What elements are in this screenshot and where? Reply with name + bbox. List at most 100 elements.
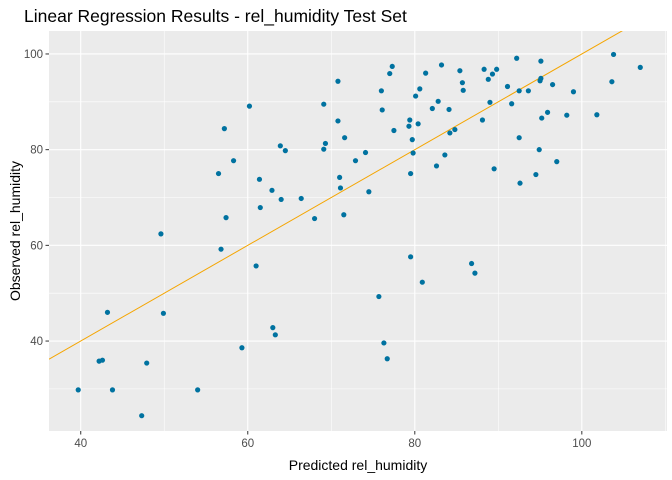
data-point	[423, 70, 429, 76]
data-point	[509, 101, 515, 107]
data-point	[270, 325, 276, 331]
y-tick-label: 40	[30, 336, 43, 348]
data-point	[239, 345, 245, 351]
data-point	[442, 152, 448, 158]
data-point	[438, 62, 445, 68]
data-point	[104, 309, 111, 315]
data-point	[459, 80, 465, 86]
data-point	[516, 135, 522, 141]
data-point	[408, 254, 414, 260]
data-point	[472, 270, 478, 276]
data-point	[337, 185, 344, 191]
data-point	[246, 103, 253, 109]
data-point	[517, 180, 523, 186]
data-point	[446, 106, 452, 113]
data-point	[384, 356, 390, 362]
y-axis-title: Observed rel_humidity	[7, 161, 23, 301]
data-point	[139, 413, 145, 419]
data-point	[158, 231, 164, 237]
data-point	[378, 88, 384, 94]
data-point	[381, 340, 387, 346]
data-point	[109, 387, 116, 393]
data-point	[335, 78, 341, 84]
data-point	[481, 66, 487, 72]
data-point	[594, 112, 600, 118]
data-point	[230, 158, 237, 164]
data-point	[391, 127, 397, 134]
data-point	[160, 310, 167, 316]
data-point	[362, 149, 369, 156]
data-point	[322, 140, 329, 147]
data-point	[257, 204, 263, 211]
x-tick-label: 80	[408, 438, 421, 450]
data-point	[223, 215, 229, 221]
plot-panel	[49, 31, 667, 431]
data-point	[387, 70, 393, 77]
y-tick-label: 100	[24, 49, 43, 61]
data-point	[489, 71, 496, 77]
major-gridlines	[49, 31, 667, 431]
minor-gridlines	[49, 31, 667, 431]
data-point	[272, 332, 278, 338]
data-point	[379, 107, 385, 113]
y-tick-label: 60	[30, 240, 43, 252]
data-point	[544, 109, 551, 115]
data-point	[419, 279, 425, 285]
data-point	[460, 87, 466, 93]
data-point	[311, 215, 318, 222]
regression-line	[49, 31, 623, 360]
data-point	[554, 159, 560, 165]
data-point	[536, 147, 542, 153]
x-axis-ticks: 40 60 80 100	[74, 431, 591, 450]
data-point	[341, 212, 347, 218]
data-point	[457, 68, 463, 74]
data-point	[282, 148, 288, 154]
data-point	[429, 105, 435, 112]
y-tick-label: 80	[30, 145, 43, 157]
data-point	[570, 89, 577, 95]
data-point	[538, 75, 544, 81]
data-points	[75, 51, 643, 419]
data-point	[504, 83, 511, 90]
data-point	[99, 357, 106, 363]
data-point	[549, 81, 556, 88]
x-axis-title: Predicted rel_humidity	[289, 457, 428, 473]
data-point	[417, 86, 423, 92]
data-point	[485, 76, 491, 82]
data-point	[256, 176, 263, 182]
data-point	[218, 246, 224, 252]
data-point	[144, 360, 150, 366]
x-tick-label: 100	[572, 438, 591, 450]
data-point	[468, 260, 475, 267]
data-point	[435, 98, 441, 104]
data-point	[409, 137, 415, 143]
data-point	[610, 51, 617, 58]
data-point	[452, 126, 458, 133]
data-point	[407, 117, 413, 123]
data-point	[221, 126, 227, 132]
data-point	[413, 93, 419, 99]
data-point	[321, 101, 327, 107]
data-point	[195, 387, 201, 393]
data-point	[269, 187, 275, 193]
data-point	[514, 55, 520, 61]
data-point	[342, 135, 348, 141]
data-point	[491, 166, 497, 172]
data-point	[433, 163, 440, 169]
data-point	[410, 150, 416, 156]
x-tick-label: 40	[74, 438, 87, 450]
data-point	[525, 88, 531, 94]
data-point	[321, 146, 327, 152]
data-point	[538, 58, 544, 64]
data-point	[533, 171, 539, 178]
data-point	[278, 196, 284, 203]
data-point	[253, 263, 259, 269]
data-point	[366, 189, 372, 195]
x-tick-label: 60	[241, 438, 254, 450]
data-point	[337, 174, 343, 181]
data-point	[298, 195, 304, 202]
data-point	[487, 99, 493, 105]
data-point	[479, 117, 486, 123]
chart-title: Linear Regression Results - rel_humidity…	[24, 6, 407, 27]
